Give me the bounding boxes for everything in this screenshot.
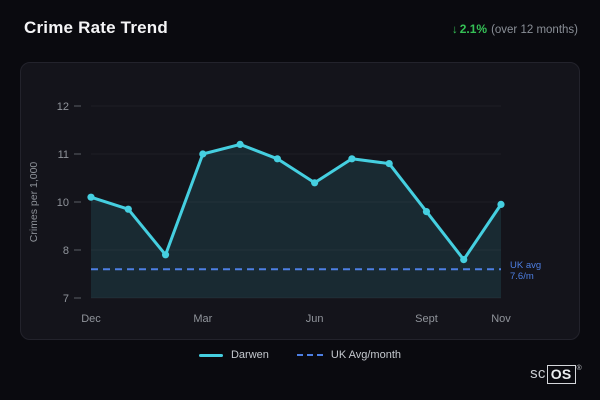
svg-text:Mar: Mar bbox=[193, 313, 212, 325]
x-axis: Dec Mar Jun Sept Nov bbox=[81, 313, 511, 325]
page-title: Crime Rate Trend bbox=[24, 18, 168, 37]
scos-logo: sc OS ® bbox=[530, 365, 582, 384]
svg-text:12: 12 bbox=[57, 101, 69, 113]
svg-text:Sept: Sept bbox=[415, 313, 438, 325]
crime-rate-line-chart: 12 11 10 8 7 Crimes per 1,000 Dec Mar Jun Sept Nov… bbox=[28, 101, 541, 325]
darwen-line-swatch bbox=[198, 353, 223, 357]
down-arrow-icon: ↓ bbox=[451, 24, 458, 36]
page-header: Crime Rate Trend ↓ 2.1% (over 12 months) bbox=[24, 18, 578, 38]
trend-period: (over 12 months) bbox=[491, 24, 578, 36]
svg-text:7.6/m: 7.6/m bbox=[510, 271, 534, 282]
y-axis: 12 11 10 8 7 bbox=[57, 101, 81, 305]
legend-label: Darwen bbox=[230, 349, 269, 361]
logo-prefix: sc bbox=[530, 365, 546, 382]
logo-box: OS bbox=[546, 365, 576, 384]
area-fill bbox=[91, 144, 501, 298]
y-axis-title: Crimes per 1,000 bbox=[28, 162, 40, 243]
svg-text:Nov: Nov bbox=[491, 313, 511, 325]
darwen-line bbox=[89, 142, 503, 262]
trend-stat: ↓ 2.1% (over 12 months) bbox=[452, 22, 578, 36]
svg-text:Dec: Dec bbox=[81, 313, 101, 325]
chart-card: 12 11 10 8 7 Crimes per 1,000 Dec Mar Jun Sept Nov… bbox=[20, 62, 580, 340]
svg-text:8: 8 bbox=[63, 245, 69, 257]
uk-avg-dashed-swatch bbox=[296, 354, 323, 356]
svg-text:11: 11 bbox=[58, 149, 69, 161]
chart-legend: Darwen UK Avg/month bbox=[0, 349, 600, 361]
data-points bbox=[87, 140, 505, 264]
legend-label: UK Avg/month bbox=[330, 349, 402, 361]
svg-text:Jun: Jun bbox=[306, 313, 324, 325]
trend-value: 2.1% bbox=[459, 22, 488, 36]
legend-item-uk-avg[interactable]: UK Avg/month bbox=[296, 349, 402, 361]
svg-text:10: 10 bbox=[57, 197, 69, 209]
svg-text:7: 7 bbox=[63, 293, 69, 305]
svg-text:UK avg: UK avg bbox=[510, 260, 541, 271]
registered-mark: ® bbox=[576, 365, 582, 372]
legend-item-darwen[interactable]: Darwen bbox=[198, 349, 269, 361]
gridlines bbox=[91, 105, 501, 299]
